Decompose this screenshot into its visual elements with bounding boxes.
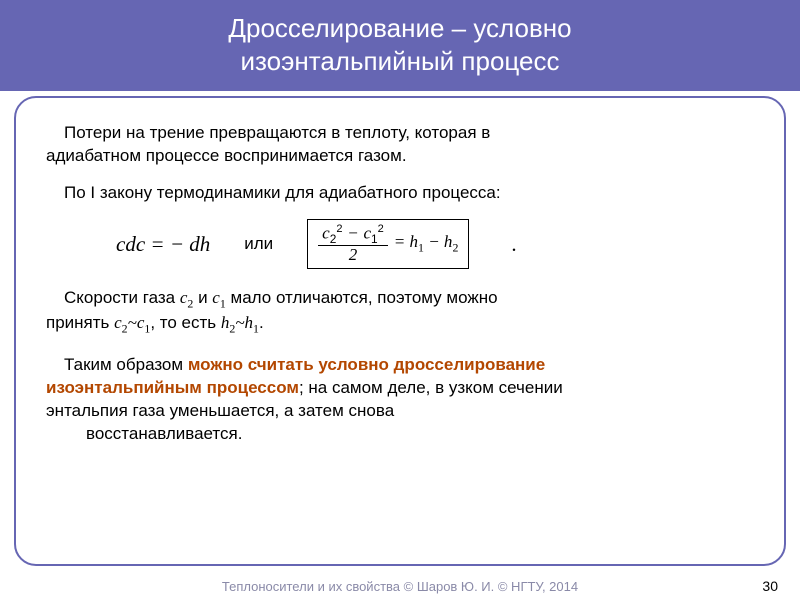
page-number: 30 [762, 578, 778, 594]
approx-c2: с [114, 313, 122, 332]
sym-approx: с2~с1 [114, 313, 150, 332]
fraction: c22 − c12 2 [318, 224, 388, 264]
frac-den: 2 [345, 246, 362, 264]
approx-tilde: ~ [128, 313, 137, 332]
p3a-suffix: мало отличаются, поэтому можно [226, 288, 498, 307]
sym-c1-c: с [212, 288, 220, 307]
h1: h [245, 313, 254, 332]
rhs-minus: − h [424, 232, 452, 251]
equation-2-boxed: c22 − c12 2 = h1 − h2 [307, 219, 469, 269]
or-word: или [244, 234, 273, 254]
content-frame: Потери на трение превращаются в теплоту,… [14, 96, 786, 566]
slide-header: Дросселирование – условно изоэнтальпийны… [0, 0, 800, 91]
frac-c2: c [322, 223, 330, 242]
rhs-h2-sub: 2 [452, 241, 458, 255]
paragraph-4: Таким образом можно считать условно дрос… [46, 354, 756, 446]
p3a-prefix: Скорости газа [64, 288, 180, 307]
sym-c2: с2 [180, 288, 194, 307]
paragraph-2: По I закону термодинамики для адиабатног… [46, 182, 756, 205]
p1-line-a: Потери на трение превращаются в теплоту,… [64, 123, 490, 142]
rhs-eq: = h [394, 232, 418, 251]
frac-c1-sub: 1 [371, 232, 378, 246]
p4b-rest: ; на самом деле, в узком сечении [299, 378, 563, 397]
footer-text: Теплоносители и их свойства © Шаров Ю. И… [0, 579, 800, 594]
frac-c2-sup: 2 [336, 223, 342, 235]
p4b-highlight: изоэнтальпийным процессом [46, 378, 299, 397]
p3b-end: . [259, 313, 264, 332]
frac-c1-sup: 2 [378, 223, 384, 235]
title-line-2: изоэнтальпийный процесс [20, 45, 780, 78]
p4c: энтальпия газа уменьшается, а затем снов… [46, 401, 394, 420]
equation-row: cdc = − dh или c22 − c12 2 = h1 − h2 . [116, 219, 756, 269]
p2-text: По I закону термодинамики для адиабатног… [64, 183, 501, 202]
sym-c1: с1 [212, 288, 226, 307]
p4a-prefix: Таким образом [64, 355, 188, 374]
title-line-1: Дросселирование – условно [20, 12, 780, 45]
paragraph-1: Потери на трение превращаются в теплоту,… [46, 122, 756, 168]
sym-h-approx: h2~h1 [221, 313, 259, 332]
p4a-highlight: можно считать условно дросселирование [188, 355, 545, 374]
frac-minus: − [347, 223, 358, 242]
p3b-mid: , то есть [150, 313, 221, 332]
paragraph-3: Скорости газа с2 и с1 мало отличаются, п… [46, 287, 756, 336]
p3b-prefix: принять [46, 313, 114, 332]
rhs: = h1 − h2 [394, 232, 459, 255]
equation-1: cdc = − dh [116, 232, 210, 257]
frac-c1: c [363, 223, 371, 242]
equation-dot: . [511, 232, 516, 257]
p1-line-b: адиабатном процессе воспринимается газом… [46, 146, 407, 165]
p4d: восстанавливается. [86, 424, 242, 443]
p3a-mid: и [193, 288, 212, 307]
h-tilde: ~ [235, 313, 244, 332]
